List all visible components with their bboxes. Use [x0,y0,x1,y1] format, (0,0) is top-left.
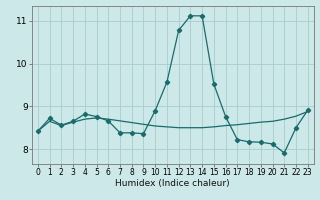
X-axis label: Humidex (Indice chaleur): Humidex (Indice chaleur) [116,179,230,188]
